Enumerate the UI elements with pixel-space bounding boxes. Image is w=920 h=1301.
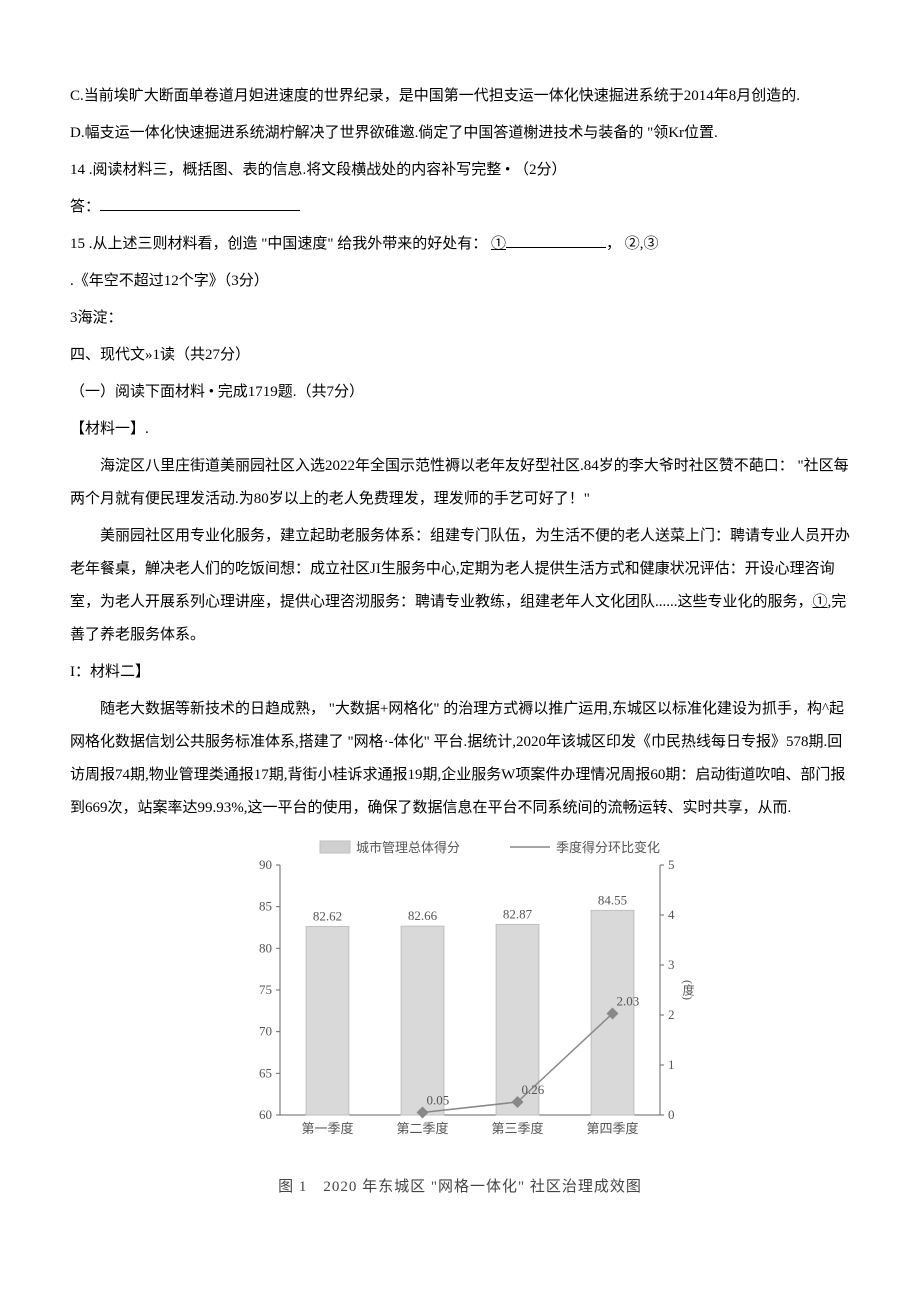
material-1-heading: 【材料一】. <box>70 413 850 446</box>
q15-text-a: 15 .从上述三则材料看，创造 "中国速度" 给我外带来的好处有： <box>70 236 491 252</box>
svg-text:70: 70 <box>259 1024 272 1039</box>
answer-14: 答： <box>70 191 850 224</box>
svg-text:90: 90 <box>259 857 272 872</box>
question-15-line1: 15 .从上述三则材料看，创造 "中国速度" 给我外带来的好处有： ① ， ②,③ <box>70 228 850 261</box>
chart-caption: 图 1 2020 年东城区 "网格一体化" 社区治理成效图 <box>210 1171 710 1204</box>
material-2-para1: 随老大数据等新技术的日趋成熟， "大数据+网格化" 的治理方式褥以推广运用,东城… <box>70 693 850 825</box>
svg-text:第四季度: 第四季度 <box>586 1121 638 1136</box>
svg-text:0.26: 0.26 <box>522 1082 545 1097</box>
svg-text:5: 5 <box>668 857 675 872</box>
svg-text:82.87: 82.87 <box>503 906 533 921</box>
m1p2-underlined: ① <box>813 594 828 610</box>
svg-text:0.05: 0.05 <box>427 1093 450 1108</box>
question-14: 14 .阅读材料三，概括图、表的信息.将文段横战处的内容补写完整 • （2分） <box>70 154 850 187</box>
q15-circle1: ① <box>491 236 506 252</box>
blank-answer-14 <box>100 196 300 211</box>
svg-text:80: 80 <box>259 940 272 955</box>
svg-text:65: 65 <box>259 1065 272 1080</box>
svg-text:0: 0 <box>668 1107 675 1122</box>
svg-text:1: 1 <box>668 1057 675 1072</box>
m1p2-a: 美丽园社区用专业化服务，建立起助老服务体系：组建专门队伍，为生活不便的老人送菜上… <box>70 528 850 610</box>
answer-prefix: 答： <box>70 199 100 215</box>
svg-text:季度得分环比变化: 季度得分环比变化 <box>556 840 660 855</box>
svg-text:60: 60 <box>259 1107 272 1122</box>
svg-text:82.66: 82.66 <box>408 908 438 923</box>
question-15-line2: .《年空不超过12个字》（3分） <box>70 265 850 298</box>
svg-text:第二季度: 第二季度 <box>396 1121 448 1136</box>
section-3-haidian: 3海淀： <box>70 302 850 335</box>
blank-q15 <box>506 233 606 248</box>
svg-text:85: 85 <box>259 899 272 914</box>
svg-text:82.62: 82.62 <box>313 909 342 924</box>
svg-text:第一季度: 第一季度 <box>301 1121 353 1136</box>
svg-text:75: 75 <box>259 982 272 997</box>
material-1-para1: 海淀区八里庄街道美丽园社区入选2022年全国示范性褥以老年友好型社区.84岁的李… <box>70 450 850 516</box>
section-4-heading: 四、现代文»1读（共27分） <box>70 339 850 372</box>
svg-text:城市管理总体得分: 城市管理总体得分 <box>356 840 460 855</box>
material-1-para2: 美丽园社区用专业化服务，建立起助老服务体系：组建专门队伍，为生活不便的老人送菜上… <box>70 520 850 652</box>
chart-svg: 城市管理总体得分 季度得分环比变化 60 65 70 75 80 85 90 0 1 2 3 4 5 (度) 8… <box>210 835 710 1165</box>
option-d: D.幅支运一体化快速掘进系统湖柠解决了世界欲碓邀.倘定了中国答道榭进技术与装备的… <box>70 117 850 150</box>
svg-text:84.55: 84.55 <box>598 892 627 907</box>
svg-text:2.03: 2.03 <box>617 994 640 1009</box>
material-2-heading: I：材料二】 <box>70 656 850 689</box>
section-4-sub: （一）阅读下面材料 • 完成1719题.（共7分） <box>70 376 850 409</box>
svg-text:4: 4 <box>668 907 675 922</box>
option-c: C.当前埃旷大断面单卷道月妲进速度的世界纪录，是中国第一代担支运一体化快速掘进系… <box>70 80 850 113</box>
chart-figure-1: 城市管理总体得分 季度得分环比变化 60 65 70 75 80 85 90 0 1 2 3 4 5 (度) 8… <box>210 835 710 1204</box>
q15-text-c: ， ②,③ <box>606 236 659 252</box>
svg-text:第三季度: 第三季度 <box>491 1121 543 1136</box>
svg-text:2: 2 <box>668 1007 675 1022</box>
svg-text:(度): (度) <box>681 980 695 1000</box>
svg-text:3: 3 <box>668 957 675 972</box>
